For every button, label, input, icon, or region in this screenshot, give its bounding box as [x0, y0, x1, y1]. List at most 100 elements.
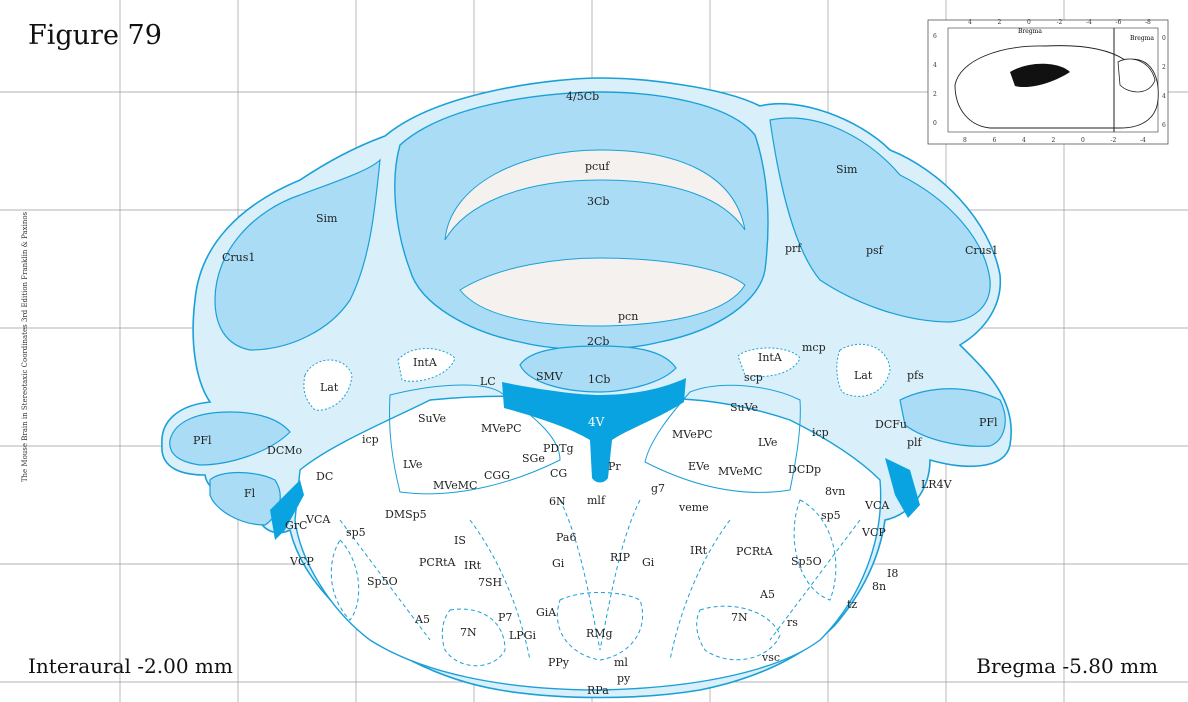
label-prf: prf [785, 242, 802, 255]
label-mlf: mlf [587, 494, 606, 507]
right-paraflocculus [899, 388, 1006, 447]
pcn-white-matter [459, 257, 746, 327]
label-psf: psf [866, 244, 884, 257]
fourth-ventricle [502, 378, 686, 483]
label-sh7: 7SH [478, 576, 502, 589]
label-pcrta-l: PCRtA [419, 556, 457, 569]
label-sp5-r: sp5 [821, 509, 841, 522]
left-vestibular-region [389, 384, 561, 495]
label-cb2: 2Cb [587, 335, 609, 348]
label-cg: CG [550, 467, 567, 480]
label-crus1-r: Crus1 [965, 244, 998, 257]
interaural-coordinate: Interaural -2.00 mm [28, 654, 233, 678]
label-irt-l: IRt [464, 559, 482, 572]
inset-top-tick: -6 [1116, 19, 1122, 26]
label-g7: g7 [651, 482, 665, 495]
inset-top-tick: -4 [1086, 19, 1092, 26]
label-cb1: 1Cb [588, 373, 610, 386]
inset-bottom-tick: 4 [1022, 137, 1026, 144]
label-gia: GiA [536, 606, 557, 619]
label-sp5o-l: Sp5O [367, 575, 398, 588]
label-n7-l: 7N [460, 626, 477, 639]
label-pcn: pcn [618, 310, 638, 323]
label-eve: EVe [688, 460, 709, 473]
label-n7-r: 7N [731, 611, 748, 624]
label-gi-l: Gi [552, 557, 565, 570]
label-intA-r: IntA [758, 351, 783, 364]
book-credit: The Mouse Brain in Stereotaxic Coordinat… [21, 211, 29, 483]
right-lateral-recess [885, 458, 920, 518]
label-mvepc-l: MVePC [481, 422, 522, 435]
label-vca-r: VCA [864, 499, 890, 512]
label-grc: GrC [285, 519, 307, 532]
right-hemisphere-cortex [769, 117, 991, 323]
label-rs: rs [787, 616, 798, 629]
label-a5-l: A5 [414, 613, 430, 626]
label-dcmo: DCMo [267, 444, 302, 457]
label-smv: SMV [536, 370, 564, 383]
inset-left-tick: 0 [933, 120, 937, 127]
left-paraflocculus [169, 411, 291, 466]
label-pdtg: PDTg [543, 442, 574, 455]
label-scp: scp [744, 371, 763, 384]
label-cgg: CGG [484, 469, 510, 482]
label-gi-r: Gi [642, 556, 655, 569]
left-intA-outline [397, 348, 456, 382]
label-tz: tz [847, 598, 857, 611]
inset-top-tick: 4 [968, 19, 972, 26]
label-lat-l: Lat [320, 381, 339, 394]
label-suve-r: SuVe [730, 401, 758, 414]
inset-bottom-tick: -4 [1140, 137, 1146, 144]
inset-left-tick: 6 [933, 33, 937, 40]
label-sp5o-r: Sp5O [791, 555, 822, 568]
label-pcrta-r: PCRtA [736, 545, 774, 558]
label-mcp: mcp [802, 341, 826, 354]
label-veme: veme [678, 501, 709, 514]
label-lc: LC [480, 375, 496, 388]
label-irt-r: IRt [690, 544, 708, 557]
left-hemisphere-cortex [214, 158, 381, 351]
label-pfs: pfs [907, 369, 924, 382]
inset-bottom-tick: -2 [1111, 137, 1117, 144]
label-lve-l: LVe [403, 458, 422, 471]
label-lve-r: LVe [758, 436, 777, 449]
label-is: IS [454, 534, 466, 547]
label-n8vn: 8vn [825, 485, 845, 498]
label-lat-r: Lat [854, 369, 873, 382]
label-vcp-r: VCP [861, 526, 886, 539]
label-pfl-r: PFl [979, 416, 998, 429]
right-vestibular-region [644, 384, 801, 493]
label-vsc: vsc [761, 651, 780, 664]
lobule-1cb [519, 345, 677, 393]
label-mvemc-l: MVeMC [433, 479, 477, 492]
right-intA-outline [737, 347, 801, 377]
label-cb45: 4/5Cb [566, 90, 599, 103]
inset-left-tick: 4 [933, 62, 937, 69]
label-n6: 6N [549, 495, 566, 508]
label-mvepc-r: MVePC [672, 428, 713, 441]
inset-top-tick: 0 [1027, 19, 1031, 26]
label-lr4v: LR4V [921, 478, 953, 491]
label-sge: SGe [522, 452, 545, 465]
label-pr: Pr [608, 460, 621, 473]
label-pcuf: pcuf [585, 160, 610, 173]
inset-bottom-tick: 8 [963, 137, 967, 144]
label-plf: plf [907, 436, 923, 449]
label-ppy: PPy [548, 656, 570, 669]
bregma-inset: 4 2 0 -2 -4 -6 -8 8 6 4 2 0 -2 -4 6 4 2 0 0 2 4 6 Bregma Breg… [927, 19, 1169, 145]
label-n8: 8n [872, 580, 886, 593]
label-rmg: RMg [586, 627, 613, 640]
label-py: py [617, 672, 631, 685]
inset-axis-ticks: 4 2 0 -2 -4 -6 -8 8 6 4 2 0 -2 -4 6 4 2 0 0 2 4 6 [933, 19, 1166, 144]
left-lateral-recess [270, 480, 304, 540]
inset-right-tick: 4 [1162, 93, 1166, 100]
label-ml: ml [614, 656, 628, 669]
inset-bottom-tick: 0 [1081, 137, 1085, 144]
label-vcp-l: VCP [289, 555, 314, 568]
inset-top-tick: 2 [998, 19, 1002, 26]
label-rpa: RPa [587, 684, 609, 697]
label-rip: RIP [610, 551, 631, 564]
inset-right-tick: 0 [1162, 35, 1166, 42]
inset-bottom-tick: 6 [993, 137, 997, 144]
